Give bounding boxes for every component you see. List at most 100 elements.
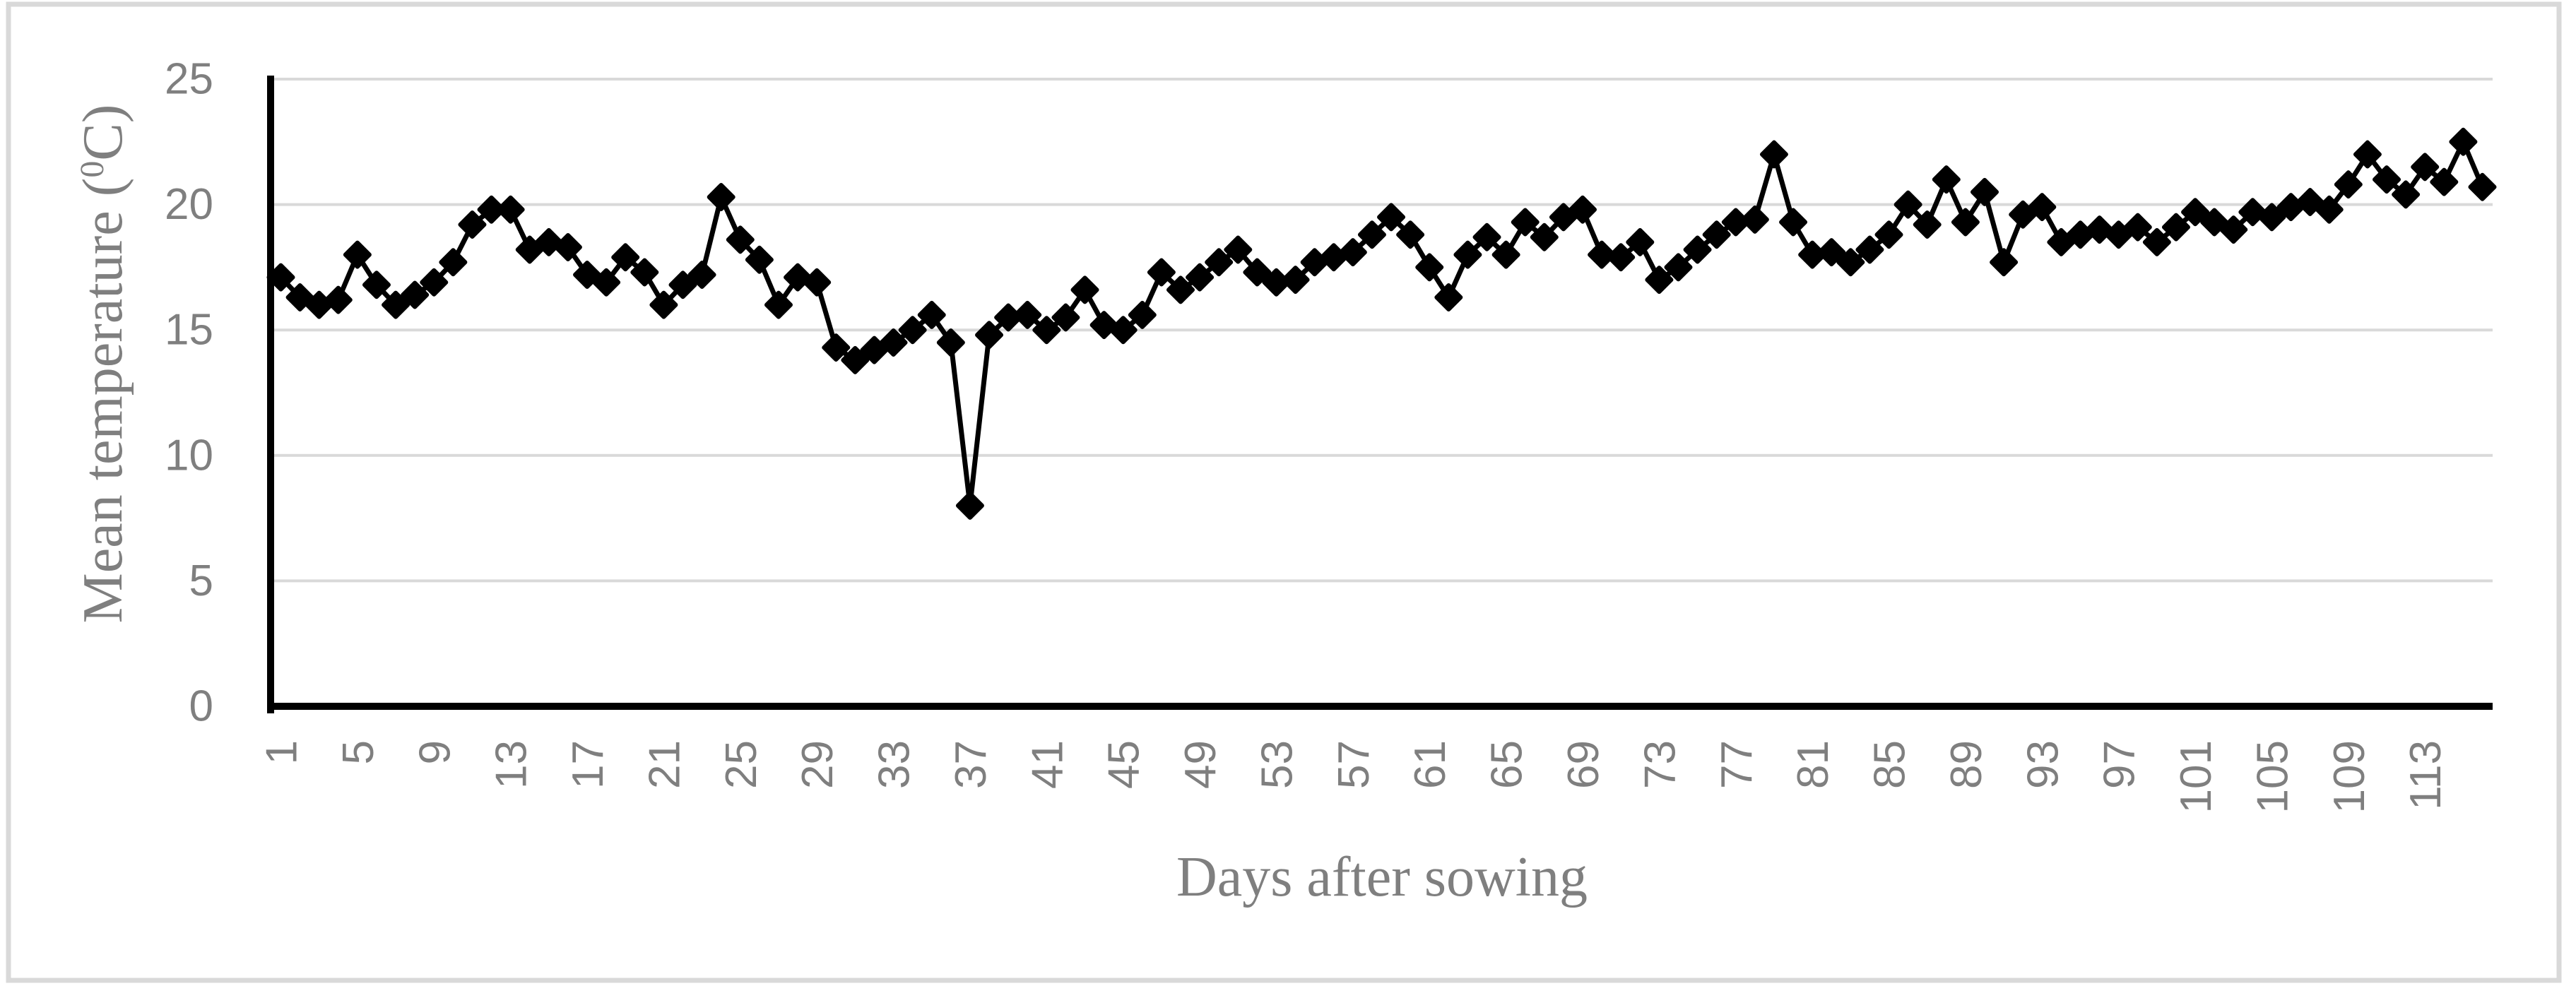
x-tick-93: 93 — [2019, 740, 2067, 789]
x-tick-85: 85 — [1866, 740, 1915, 789]
data-point-day-27 — [764, 290, 793, 319]
data-point-day-69 — [1568, 195, 1597, 224]
data-point-day-23 — [687, 261, 716, 290]
data-point-day-86 — [1893, 190, 1922, 219]
x-tick-37: 37 — [947, 740, 995, 789]
data-point-day-57 — [1338, 238, 1367, 267]
data-point-day-51 — [1224, 235, 1253, 264]
data-point-day-7 — [382, 290, 410, 319]
data-point-day-37 — [955, 491, 984, 520]
data-point-day-90 — [1971, 177, 1999, 206]
x-axis-tick-labels: 1 5 9 13 17 21 25 29 33 37 41 45 49 53 57 61 65 69 73 77 81 8… — [258, 740, 2451, 813]
data-point-day-75 — [1683, 235, 1712, 264]
data-point-day-91 — [1990, 248, 2019, 277]
x-tick-77: 77 — [1713, 740, 1761, 789]
data-point-day-58 — [1357, 220, 1386, 249]
data-point-day-13 — [496, 195, 525, 224]
y-axis-tick-labels: 0 5 10 15 20 25 — [165, 54, 213, 730]
x-tick-65: 65 — [1483, 740, 1532, 789]
x-tick-5: 5 — [334, 740, 383, 764]
data-point-day-60 — [1396, 220, 1425, 249]
data-point-day-110 — [2353, 140, 2382, 169]
data-point-day-101 — [2181, 198, 2210, 227]
y-tick-10: 10 — [165, 431, 213, 480]
x-tick-81: 81 — [1789, 740, 1838, 789]
data-point-day-42 — [1051, 303, 1080, 332]
x-tick-33: 33 — [870, 740, 919, 789]
data-point-day-47 — [1147, 258, 1176, 287]
data-point-day-78 — [1740, 205, 1769, 234]
data-point-day-41 — [1032, 316, 1061, 345]
data-point-day-48 — [1166, 275, 1195, 304]
data-point-day-2 — [285, 283, 314, 312]
data-point-day-38 — [975, 321, 1004, 350]
data-point-day-1 — [266, 263, 295, 292]
x-tick-53: 53 — [1253, 740, 1301, 789]
data-point-day-22 — [668, 271, 697, 299]
data-point-day-93 — [2028, 193, 2057, 222]
data-point-day-70 — [1588, 240, 1617, 269]
y-tick-0: 0 — [189, 682, 213, 730]
x-tick-25: 25 — [717, 740, 766, 789]
data-point-day-87 — [1913, 210, 1942, 239]
data-point-day-40 — [1013, 300, 1042, 329]
data-point-day-108 — [2315, 195, 2344, 224]
data-point-day-12 — [477, 195, 506, 224]
data-point-day-11 — [458, 210, 487, 239]
chart-border — [6, 1, 2562, 983]
data-point-day-105 — [2257, 203, 2286, 232]
x-tick-109: 109 — [2325, 740, 2374, 813]
data-point-day-16 — [553, 232, 582, 261]
x-tick-17: 17 — [564, 740, 613, 789]
x-tick-21: 21 — [640, 740, 689, 789]
data-point-day-88 — [1932, 165, 1961, 194]
x-tick-57: 57 — [1330, 740, 1378, 789]
data-point-day-33 — [879, 328, 908, 357]
data-point-day-29 — [803, 268, 832, 297]
data-point-day-52 — [1243, 258, 1272, 287]
x-axis-title: Days after sowing — [1176, 846, 1588, 908]
data-point-day-79 — [1759, 140, 1788, 169]
x-tick-1: 1 — [258, 740, 307, 764]
data-point-day-18 — [592, 268, 621, 297]
data-point-day-85 — [1874, 220, 1903, 249]
data-point-day-65 — [1491, 240, 1520, 269]
data-point-day-76 — [1702, 220, 1731, 249]
data-point-day-96 — [2085, 215, 2114, 244]
x-tick-101: 101 — [2172, 740, 2221, 813]
x-tick-13: 13 — [488, 740, 536, 789]
x-tick-41: 41 — [1023, 740, 1072, 789]
x-tick-105: 105 — [2248, 740, 2297, 813]
data-point-day-111 — [2373, 165, 2401, 194]
data-point-day-54 — [1281, 266, 1310, 295]
data-point-day-71 — [1607, 243, 1636, 272]
y-axis-title: Mean temperature (0C) — [72, 105, 134, 624]
data-point-day-67 — [1530, 222, 1559, 251]
data-point-day-25 — [726, 225, 755, 254]
y-tick-25: 25 — [165, 54, 213, 103]
data-point-day-50 — [1205, 248, 1234, 277]
data-point-day-24 — [707, 182, 735, 211]
data-point-day-26 — [745, 245, 774, 274]
y-tick-20: 20 — [165, 180, 213, 229]
data-point-day-63 — [1453, 240, 1482, 269]
x-tick-69: 69 — [1559, 740, 1608, 789]
data-point-day-98 — [2123, 213, 2152, 242]
x-tick-9: 9 — [410, 740, 459, 764]
data-point-day-99 — [2142, 227, 2171, 256]
data-point-day-62 — [1434, 283, 1463, 312]
data-point-day-89 — [1951, 208, 1980, 237]
data-point-day-45 — [1109, 316, 1138, 345]
data-point-day-73 — [1645, 266, 1674, 295]
data-point-day-10 — [439, 248, 468, 277]
data-point-day-109 — [2334, 170, 2363, 199]
data-point-day-114 — [2430, 167, 2459, 196]
data-point-day-66 — [1511, 208, 1540, 237]
x-tick-73: 73 — [1636, 740, 1684, 789]
data-point-day-21 — [649, 290, 678, 319]
data-point-day-6 — [362, 271, 391, 299]
data-point-day-113 — [2411, 153, 2440, 182]
data-point-day-83 — [1836, 248, 1865, 277]
